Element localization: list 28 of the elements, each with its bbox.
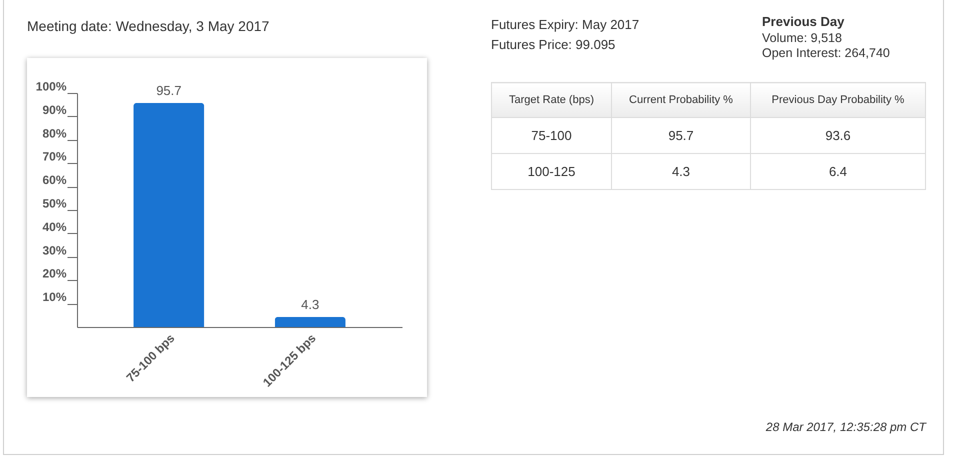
text: Target Rate (bps) (492, 82, 612, 118)
y-tick-label: 20% (42, 266, 67, 281)
y-tick-label: 70% (42, 150, 67, 164)
y-tick-label: 80% (42, 126, 67, 140)
text: Previous Day (762, 14, 844, 29)
data-label: 4.3 (612, 154, 750, 190)
text: 28 Mar 2017, 12:35:28 pm CT (766, 420, 926, 434)
y-tick-label: 30% (42, 243, 67, 258)
text: Volume: 9,518 (762, 31, 842, 45)
text: Futures Price: 99.095 (491, 37, 616, 52)
y-tick-label: 50% (42, 196, 67, 210)
y-tick-label: 100% (36, 80, 67, 94)
text: Open Interest: 264,740 (762, 46, 890, 60)
text: Previous Day Probability % (750, 82, 926, 118)
y-tick-label: 10% (42, 290, 67, 304)
data-label: 4.3 (301, 296, 320, 312)
category-label: 100-125 (492, 154, 612, 190)
data-label: 95.7 (156, 83, 182, 98)
text: Current Probability % (612, 82, 750, 118)
data-label: 95.7 (612, 118, 750, 154)
chart-title: Meeting date: Wednesday, 3 May 2017 (27, 18, 270, 34)
y-tick-label: 90% (42, 102, 67, 117)
data-label: 93.6 (750, 118, 926, 154)
y-tick-label: 60% (42, 173, 67, 188)
data-label: 6.4 (750, 154, 926, 190)
category-label: 75-100 (492, 118, 612, 154)
y-tick-label: 40% (42, 220, 67, 234)
text: Futures Expiry: May 2017 (491, 17, 640, 32)
